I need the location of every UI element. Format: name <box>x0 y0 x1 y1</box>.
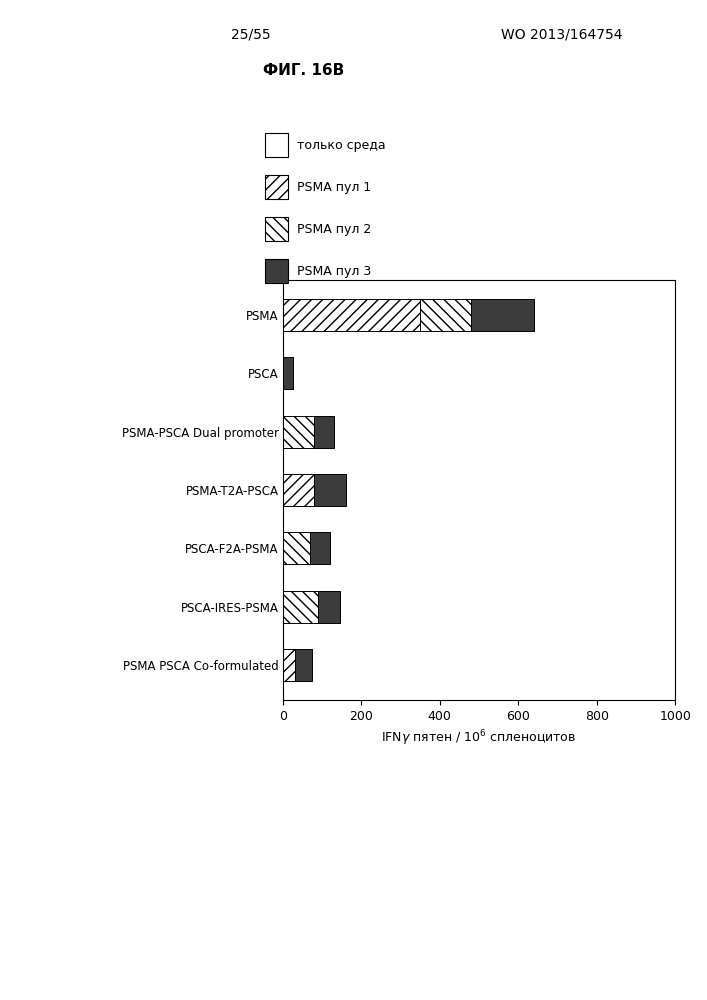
Bar <box>314 416 334 448</box>
Text: PSMA пул 3: PSMA пул 3 <box>297 264 371 277</box>
Bar <box>283 532 310 564</box>
Text: PSMA пул 1: PSMA пул 1 <box>297 180 371 194</box>
Bar <box>283 474 314 506</box>
X-axis label: IFN$\gamma$ пятен / 10$^6$ спленоцитов: IFN$\gamma$ пятен / 10$^6$ спленоцитов <box>381 728 577 748</box>
Text: только среда: только среда <box>297 138 385 151</box>
Bar <box>283 357 293 389</box>
Bar <box>310 532 330 564</box>
Bar <box>471 299 534 331</box>
Text: WO 2013/164754: WO 2013/164754 <box>501 28 623 42</box>
Bar <box>420 299 471 331</box>
Text: PSMA пул 2: PSMA пул 2 <box>297 223 371 235</box>
Text: ФИГ. 16B: ФИГ. 16B <box>264 63 344 78</box>
Text: 25/55: 25/55 <box>231 28 271 42</box>
Bar <box>283 591 318 623</box>
Bar <box>318 591 339 623</box>
Bar <box>314 474 346 506</box>
Bar <box>283 416 314 448</box>
Bar <box>283 649 295 681</box>
Bar <box>295 649 312 681</box>
Bar <box>283 299 420 331</box>
